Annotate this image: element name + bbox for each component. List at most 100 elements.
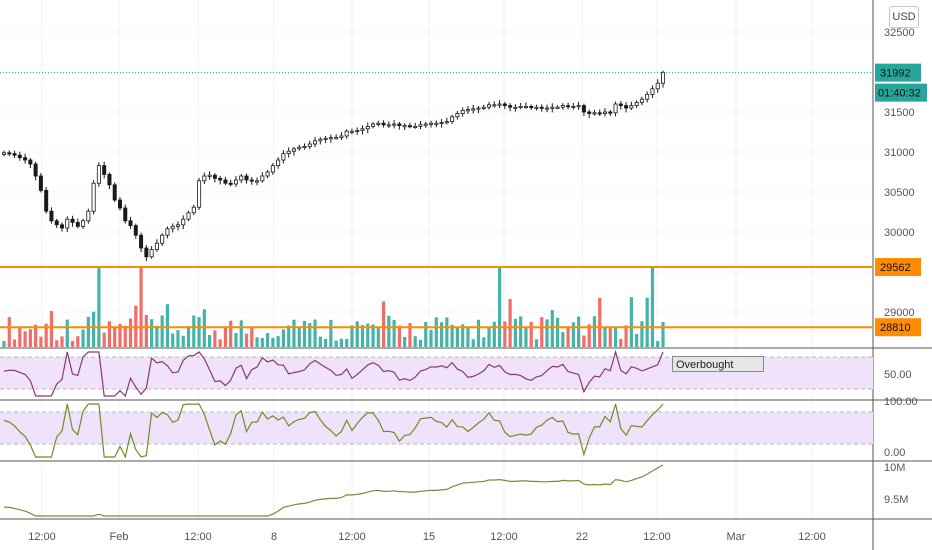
volume-bar <box>550 310 554 347</box>
candle-body <box>70 218 75 223</box>
indicator-tick-label: 9.5M <box>884 494 908 506</box>
candle-body <box>212 174 217 179</box>
volume-bar <box>360 325 365 347</box>
candle-body <box>439 122 444 125</box>
volume-bar <box>197 317 201 347</box>
candle-body <box>402 125 407 128</box>
price-tick-label: 30000 <box>884 227 915 239</box>
volume-bar <box>60 336 64 347</box>
candle-body <box>123 207 128 222</box>
candle-body <box>397 123 402 126</box>
countdown-tag-text: 01:40:32 <box>878 88 921 100</box>
volume-bar <box>302 320 307 347</box>
candle-body <box>239 175 244 181</box>
volume-bar <box>223 326 228 347</box>
volume-bar <box>524 327 528 347</box>
candle-body <box>518 106 523 109</box>
volume-bar <box>471 339 475 347</box>
candle-body <box>465 109 470 112</box>
volume-bar <box>571 322 575 347</box>
volume-bar <box>540 317 544 347</box>
volume-bar <box>107 321 112 347</box>
volume-bar <box>255 337 259 347</box>
candle-body <box>381 122 386 126</box>
candle-body <box>186 212 191 220</box>
volume-bar <box>424 321 428 347</box>
candle-body <box>28 159 33 165</box>
candle-body <box>645 94 650 100</box>
candle-body <box>513 106 518 109</box>
volume-bar <box>171 333 175 347</box>
volume-bar <box>635 334 639 347</box>
volume-bar <box>266 333 270 347</box>
candle-body <box>38 175 43 191</box>
volume-bar <box>598 297 602 347</box>
candle-body <box>386 124 391 127</box>
candle-body <box>160 234 165 244</box>
volume-bar <box>640 321 644 347</box>
time-tick-label: Mar <box>727 531 746 543</box>
indicator-tick-label: 10M <box>884 462 905 474</box>
volume-bar <box>323 338 328 347</box>
candle-body <box>297 146 302 150</box>
candle-body <box>392 123 397 126</box>
candle-body <box>450 116 455 123</box>
candle-body <box>323 137 328 140</box>
volume-bar <box>519 316 523 347</box>
volume-bar <box>81 329 85 347</box>
volume-bar <box>86 316 90 347</box>
candle-body <box>139 234 144 249</box>
candle-body <box>128 220 133 227</box>
volume-bar <box>113 326 117 347</box>
stoch-band <box>0 412 873 444</box>
candle-body <box>481 106 486 109</box>
volume-bar <box>355 321 359 347</box>
candle-body <box>639 98 644 103</box>
volume-bar <box>476 319 481 347</box>
candle-body <box>429 122 434 125</box>
volume-bar <box>566 326 570 347</box>
volume-bar <box>292 319 296 347</box>
candle-body <box>629 105 634 109</box>
volume-bar <box>329 319 333 347</box>
candle-body <box>497 103 502 106</box>
candle-body <box>291 148 296 152</box>
candle-body <box>12 153 17 156</box>
volume-bar <box>492 321 496 347</box>
volume-bar <box>239 320 243 347</box>
volume-bar <box>608 326 612 347</box>
volume-bar <box>97 267 101 347</box>
volume-bar <box>455 327 459 347</box>
candle-body <box>618 103 623 106</box>
candle-body <box>566 105 571 108</box>
candle-body <box>603 111 608 114</box>
volume-bar <box>645 297 649 347</box>
time-tick-label: Feb <box>110 531 129 543</box>
candle-body <box>360 128 365 131</box>
candle-body <box>476 107 481 110</box>
candle-body <box>112 184 117 201</box>
volume-bar <box>392 319 396 347</box>
volume-bar <box>49 311 54 347</box>
candle-body <box>276 159 281 166</box>
volume-bar <box>397 325 401 347</box>
candle-body <box>576 105 581 108</box>
candle-body <box>181 218 186 226</box>
volume-bar <box>218 339 222 347</box>
volume-bar <box>7 317 11 347</box>
volume-bar <box>150 319 154 347</box>
volume-bar <box>418 339 423 347</box>
currency-badge[interactable]: USD <box>889 6 919 28</box>
volume-bar <box>165 304 170 347</box>
candle-body <box>107 173 112 186</box>
candle-body <box>492 104 497 107</box>
volume-bar <box>313 319 317 347</box>
volume-bar <box>487 327 491 347</box>
volume-bar <box>403 336 407 347</box>
candle-body <box>302 145 307 148</box>
time-tick-label: 12:00 <box>643 531 671 543</box>
price-tag-text: 31992 <box>880 68 911 80</box>
volume-bar <box>656 340 660 347</box>
obv-line <box>3 464 664 517</box>
